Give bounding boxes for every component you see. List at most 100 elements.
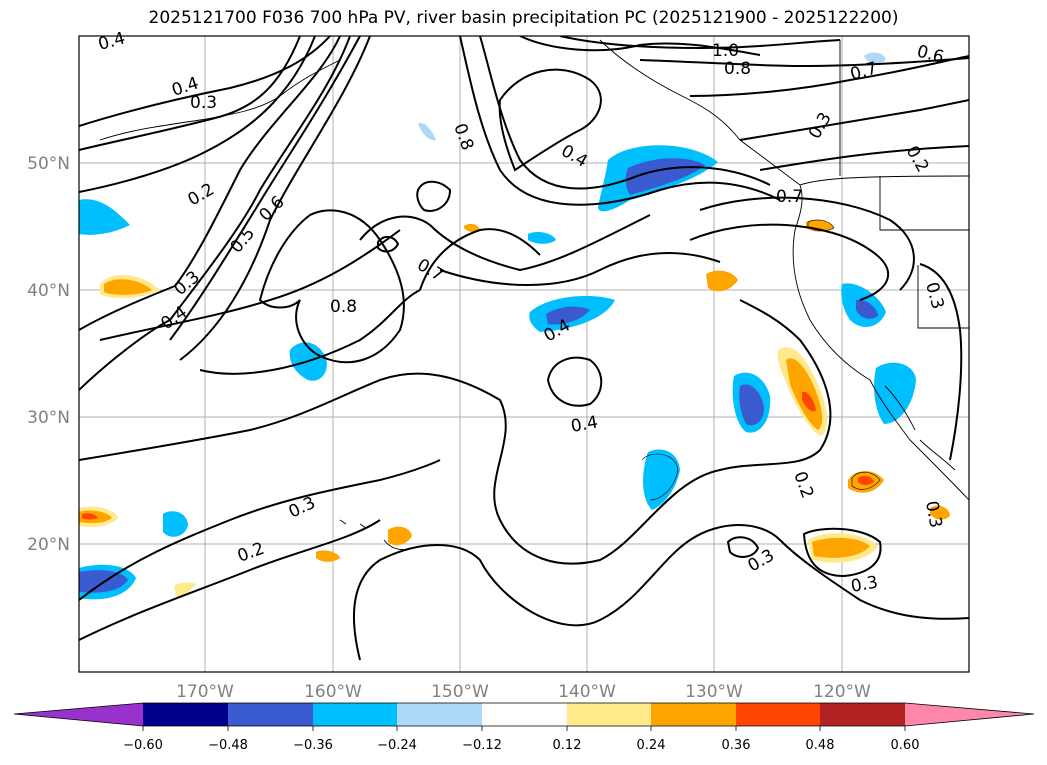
contour-label: 0.3	[745, 545, 778, 576]
contour-line	[258, 209, 405, 364]
colorbar-tick-label: 0.36	[722, 738, 751, 753]
colorbar-segment	[143, 703, 228, 726]
colorbar-tick-label: −0.12	[462, 738, 502, 753]
coastlines	[99, 39, 969, 551]
contour-line	[79, 519, 381, 641]
contour-line	[639, 57, 969, 68]
lon-label-140w: 140°W	[558, 682, 616, 702]
precip-blob	[812, 537, 870, 558]
contour-label: 0.5	[227, 224, 260, 258]
contour-label: 0.3	[170, 267, 204, 300]
contour-label: 0.4	[569, 413, 599, 437]
lat-label-30n: 30°N	[27, 408, 70, 428]
longitude-labels: 170°W 160°W 150°W 140°W 130°W 120°W	[176, 682, 871, 702]
contour-label: 0.4	[558, 141, 591, 172]
contour-label: 0.7	[776, 187, 803, 207]
contour-label: 0.2	[789, 469, 817, 501]
contour-line	[699, 196, 915, 291]
colorbar-segment	[567, 703, 651, 726]
colorbar-tick-label: 0.60	[891, 738, 920, 753]
latitude-labels: 50°N 40°N 30°N 20°N	[27, 154, 70, 555]
contour-line	[199, 289, 421, 375]
precip-blob	[930, 505, 950, 520]
colorbar-segment	[736, 703, 820, 726]
contour-line	[353, 524, 969, 661]
pv-contours	[79, 36, 969, 661]
contour-line	[498, 68, 602, 172]
contour-line	[546, 356, 603, 407]
colorbar: −0.60 −0.48 −0.36 −0.24 −0.12 0.12 0.24 …	[13, 702, 1035, 753]
contour-label: 0.8	[449, 121, 477, 153]
precip-blob	[82, 513, 98, 520]
contour-line	[726, 536, 760, 558]
colorbar-segment	[651, 703, 736, 726]
colorbar-tick-label: −0.36	[293, 738, 333, 753]
contour-label: 0.8	[330, 297, 357, 317]
colorbar-segment	[313, 703, 397, 726]
precip-blob	[874, 362, 916, 424]
lat-label-40n: 40°N	[27, 281, 70, 301]
contour-line	[79, 36, 301, 151]
lon-label-130w: 130°W	[685, 682, 743, 702]
precip-blob	[418, 123, 436, 141]
contour-label: 0.8	[724, 59, 751, 79]
contour-line	[759, 145, 969, 171]
lon-label-170w: 170°W	[176, 682, 234, 702]
colorbar-segment	[228, 703, 313, 726]
contour-label: 0.3	[805, 109, 836, 142]
contour-line	[79, 36, 316, 193]
contour-line	[479, 36, 771, 190]
contour-line	[79, 299, 832, 565]
contour-label: 0.3	[286, 493, 319, 523]
gridlines	[79, 36, 969, 672]
contour-label: 0.4	[157, 302, 191, 334]
precip-blob	[79, 199, 130, 235]
lon-label-150w: 150°W	[431, 682, 489, 702]
contour-line	[99, 229, 401, 341]
precip-outlines	[641, 219, 881, 501]
colorbar-segment	[482, 703, 567, 726]
precip-blob	[802, 391, 816, 412]
colorbar-segment	[820, 703, 905, 726]
contour-label: 0.7	[414, 255, 447, 286]
contour-label: 1.0	[712, 41, 739, 61]
precip-blob	[643, 449, 680, 510]
precip-blob	[858, 475, 874, 485]
precip-blob	[163, 511, 188, 537]
colorbar-tick-label: −0.24	[377, 738, 417, 753]
contour-label: 0.2	[235, 539, 267, 567]
contour-label: 0.2	[185, 179, 218, 210]
colorbar-tick-label: 0.24	[637, 738, 666, 753]
contour-line	[419, 228, 541, 291]
colorbar-extend-high	[905, 703, 1034, 726]
contour-line	[377, 236, 400, 253]
contour-label: 0.3	[849, 573, 879, 597]
contour-label: 0.3	[921, 280, 947, 311]
precip-blob	[174, 582, 196, 597]
contour-line	[169, 36, 361, 341]
lat-label-50n: 50°N	[27, 154, 70, 174]
lat-label-20n: 20°N	[27, 535, 70, 555]
contour-line	[79, 36, 341, 331]
colorbar-tick-label: 0.12	[553, 738, 582, 753]
map-frame	[78, 35, 970, 673]
contour-line	[359, 214, 651, 272]
positive-precip-areas	[79, 220, 950, 597]
colorbar-tick-label: −0.60	[123, 738, 163, 753]
map-title: 2025121700 F036 700 hPa PV, river basin …	[148, 8, 899, 28]
contour-label: 0.7	[848, 59, 879, 85]
contour-label: 0.3	[921, 499, 945, 529]
contour-line	[919, 263, 963, 461]
contour-line	[689, 55, 969, 97]
colorbar-tick-label: −0.48	[208, 738, 248, 753]
contour-line	[739, 99, 969, 141]
contour-line	[179, 36, 371, 361]
precip-blob	[546, 306, 590, 325]
contour-line	[559, 36, 841, 50]
contour-line	[519, 36, 761, 56]
contour-line	[79, 459, 441, 601]
precip-blob	[464, 223, 480, 233]
contour-label: 0.3	[190, 93, 217, 113]
precip-blob	[388, 526, 412, 546]
lon-label-120w: 120°W	[813, 682, 871, 702]
